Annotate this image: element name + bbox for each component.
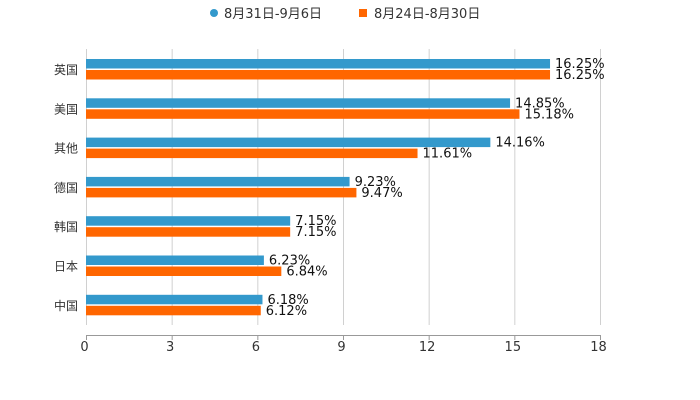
bar-series-2[interactable] — [86, 227, 291, 237]
data-label: 14.16% — [495, 136, 545, 151]
category-label: 美国 — [54, 102, 78, 116]
data-label: 9.47% — [361, 186, 402, 201]
data-label: 11.61% — [423, 147, 473, 162]
data-label: 16.25% — [555, 57, 605, 72]
legend: 8月31日-9月6日 8月24日-8月30日 — [210, 7, 480, 22]
bar-series-2[interactable] — [86, 109, 520, 119]
category-label: 英国 — [54, 63, 78, 77]
data-label: 16.25% — [555, 68, 605, 83]
category-label: 中国 — [54, 298, 78, 313]
x-tick-label: 6 — [252, 340, 260, 355]
x-tick-label: 18 — [590, 340, 607, 355]
bar-series-1[interactable] — [86, 176, 350, 187]
legend-label-series-2[interactable]: 8月24日-8月30日 — [374, 7, 480, 22]
x-axis: 0 3 6 9 12 15 18 — [80, 335, 607, 355]
bar-series-1[interactable] — [86, 59, 551, 69]
bar-series-1[interactable] — [86, 137, 491, 148]
x-tick-label: 15 — [505, 340, 522, 355]
legend-marker-series-1 — [210, 9, 218, 17]
gridlines — [86, 49, 601, 325]
bar-series-1[interactable] — [86, 98, 511, 108]
data-label: 15.18% — [524, 107, 574, 122]
data-label: 14.85% — [515, 96, 565, 111]
bar-series-1[interactable] — [86, 294, 263, 305]
x-tick-label: 3 — [166, 340, 174, 355]
x-tick-label: 9 — [337, 340, 345, 355]
category-label: 韩国 — [54, 219, 78, 234]
bar-series-2[interactable] — [86, 266, 282, 277]
data-label: 6.18% — [267, 293, 308, 308]
bar-series-2[interactable] — [86, 70, 551, 80]
x-tick-label: 12 — [419, 340, 436, 355]
category-label: 日本 — [54, 260, 78, 274]
bar-series-1[interactable] — [86, 255, 264, 266]
bars: 16.25%16.25% 14.85%15.18% 14.16% 11.61% 9.23… — [86, 57, 605, 319]
data-label: 6.23% — [269, 254, 310, 269]
data-label: 6.12% — [266, 304, 307, 319]
category-label: 其他 — [54, 142, 78, 156]
data-label: 7.15% — [295, 225, 336, 240]
data-label: 9.23% — [355, 175, 396, 190]
data-label: 6.84% — [286, 265, 327, 280]
x-tick-label: 0 — [80, 340, 88, 355]
category-label: 德国 — [54, 180, 78, 195]
bar-series-2[interactable] — [86, 187, 357, 198]
bar-series-1[interactable] — [86, 216, 291, 226]
bar-series-2[interactable] — [86, 148, 418, 159]
legend-marker-series-2 — [359, 9, 367, 17]
bar-series-2[interactable] — [86, 305, 261, 316]
data-label: 7.15% — [295, 214, 336, 229]
legend-label-series-1[interactable]: 8月31日-9月6日 — [224, 7, 322, 22]
